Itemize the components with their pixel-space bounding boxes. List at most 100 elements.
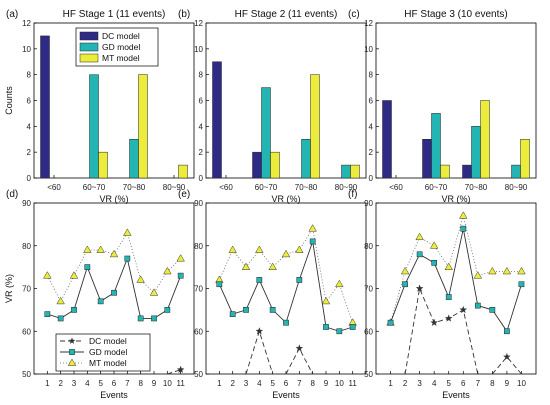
point-gd (97, 298, 104, 305)
point-gd (283, 319, 289, 326)
point-dc (503, 352, 511, 361)
point-gd (518, 281, 525, 288)
bar-mt (178, 164, 188, 179)
y-tick-label: 8 (369, 71, 374, 80)
x-axis-label: Events (272, 390, 300, 400)
x-tick-label: 5 (447, 379, 452, 388)
x-tick-label: <60 (389, 183, 403, 192)
point-mt (281, 249, 291, 258)
point-gd (416, 251, 423, 258)
y-tick-label: 12 (194, 19, 203, 28)
plot-frame (375, 22, 537, 179)
point-gd (504, 328, 510, 335)
x-tick-label: 60~70 (83, 183, 106, 192)
point-mt (69, 271, 79, 279)
bar-mt (440, 164, 450, 179)
point-dc (459, 305, 468, 314)
bar-dc (252, 151, 262, 179)
point-gd (57, 315, 64, 322)
y-tick-label: 6 (369, 97, 374, 106)
point-mt (96, 245, 105, 253)
bar-gd (471, 126, 481, 179)
x-tick-label: 60~70 (425, 183, 448, 192)
series-line-gd (390, 228, 522, 333)
panel-label: (a) (6, 9, 18, 20)
point-mt (415, 232, 424, 241)
plot-frame (375, 202, 537, 375)
point-mt (295, 245, 304, 253)
x-axis-label: VR (%) (100, 194, 129, 204)
legend-label-dc: DC model (89, 336, 127, 346)
bar-dc (212, 61, 222, 179)
point-gd (336, 328, 343, 335)
legend-label-dc: DC model (102, 31, 140, 41)
bar-gd (89, 74, 99, 179)
y-tick-label: 4 (369, 122, 374, 131)
point-dc (295, 344, 304, 352)
point-gd (349, 324, 356, 330)
x-tick-label: 6 (112, 379, 117, 388)
point-mt (444, 262, 453, 270)
panel-label: (c) (348, 9, 360, 20)
y-tick-label: 8 (199, 71, 204, 80)
x-tick-label: 9 (152, 379, 157, 388)
plot-frame (205, 22, 367, 179)
x-tick-label: 3 (417, 379, 422, 388)
y-tick-label: 4 (199, 122, 204, 131)
panel-label: (d) (6, 189, 18, 200)
x-tick-label: 80~90 (163, 183, 186, 192)
x-tick-label: 8 (138, 379, 143, 388)
point-gd (489, 307, 496, 313)
x-tick-label: 3 (244, 379, 249, 388)
y-tick-label: 2 (369, 148, 374, 157)
bar-mt (138, 74, 148, 179)
x-tick-label: 1 (45, 379, 50, 388)
bar-mt (520, 139, 530, 179)
point-gd (151, 315, 157, 322)
point-gd (269, 307, 276, 313)
point-mt (321, 296, 331, 305)
y-tick-label: 70 (364, 285, 373, 294)
x-tick-label: 4 (85, 379, 90, 388)
x-tick-label: 70~80 (123, 183, 146, 192)
y-tick-label: 0 (27, 174, 32, 183)
x-tick-label: 10 (163, 379, 172, 388)
point-gd (164, 307, 171, 313)
point-mt (400, 266, 410, 275)
y-tick-label: 12 (364, 19, 373, 28)
x-axis-label: VR (%) (442, 194, 471, 204)
point-mt (517, 266, 526, 275)
x-tick-label: <60 (47, 183, 61, 192)
bar-mt (98, 151, 108, 179)
point-mt (308, 224, 317, 232)
point-gd (84, 264, 91, 270)
x-tick-label: 2 (58, 379, 63, 388)
point-gd (216, 281, 223, 288)
y-tick-label: 8 (27, 71, 32, 80)
y-tick-label: 50 (194, 370, 203, 379)
bar-gd (261, 87, 271, 179)
x-axis-label: Events (442, 390, 470, 400)
bar-mt (480, 100, 490, 179)
legend-label-mt: MT model (102, 53, 140, 63)
y-tick-label: 6 (27, 97, 32, 106)
x-tick-label: 7 (297, 379, 302, 388)
panel-label: (f) (348, 189, 357, 200)
point-mt (473, 271, 483, 279)
series-line-gd (47, 257, 182, 319)
point-mt (83, 245, 92, 253)
point-mt (459, 211, 468, 219)
y-tick-label: 80 (22, 242, 31, 251)
point-gd (177, 272, 184, 279)
y-tick-label: 6 (199, 97, 204, 106)
point-gd (229, 311, 236, 317)
x-tick-label: 2 (230, 379, 235, 388)
point-gd (323, 324, 329, 330)
series-line-mt (218, 227, 354, 323)
bar-gd (511, 164, 521, 179)
y-tick-label: 90 (364, 199, 373, 208)
bar-dc (462, 164, 472, 179)
x-tick-label: 5 (270, 379, 275, 388)
y-axis-label: VR (%) (4, 274, 14, 303)
